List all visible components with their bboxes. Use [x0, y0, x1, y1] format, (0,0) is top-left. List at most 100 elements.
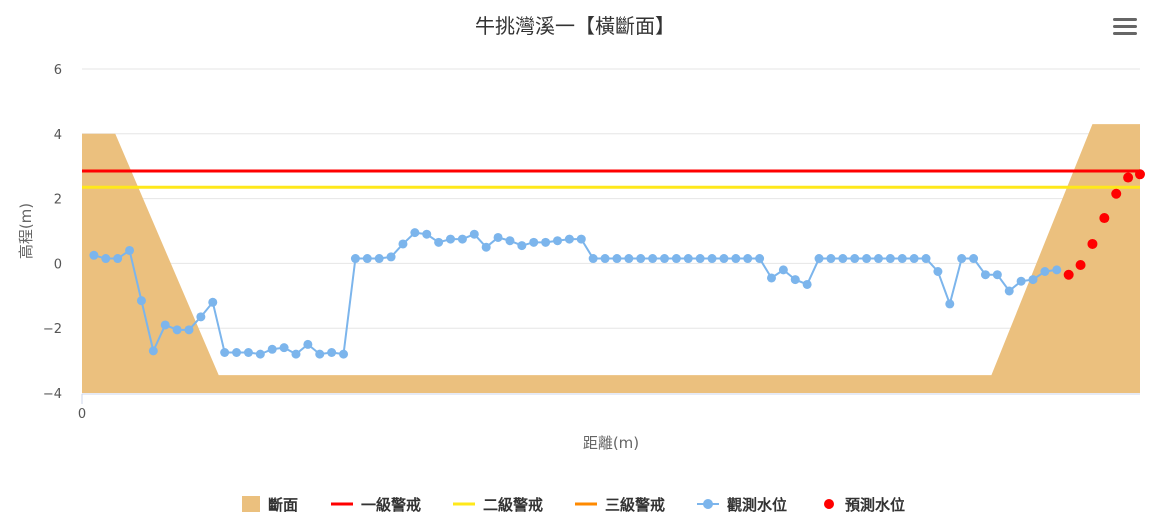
- forecast-point: [1111, 188, 1122, 199]
- observed-point: [969, 254, 979, 264]
- observed-point: [315, 349, 325, 359]
- observed-point: [695, 254, 705, 264]
- legend: 斷面 一級警戒 二級警戒 三級警戒 觀測水位 預測水位: [242, 496, 905, 514]
- observed-point: [232, 348, 242, 357]
- y-tick-label: −4: [43, 387, 62, 402]
- observed-point: [814, 254, 824, 264]
- observed-point: [945, 299, 955, 309]
- observed-point: [255, 349, 265, 359]
- observed-point: [921, 254, 931, 264]
- observed-point: [648, 254, 658, 264]
- observed-point: [89, 250, 99, 260]
- observed-point: [1016, 276, 1026, 286]
- observed-point: [873, 254, 883, 264]
- legend-symbol: [824, 499, 834, 509]
- legend-item-5[interactable]: 觀測水位: [697, 496, 787, 514]
- y-axis-title: 高程(m): [17, 203, 35, 259]
- observed-point: [529, 237, 539, 247]
- observed-point: [160, 320, 170, 330]
- legend-label: 二級警戒: [483, 496, 543, 514]
- section-area: [82, 124, 1140, 393]
- observed-point: [1028, 275, 1038, 285]
- y-tick-label: 2: [54, 193, 62, 208]
- observed-point: [339, 349, 349, 359]
- observed-point: [957, 254, 967, 264]
- observed-point: [826, 254, 836, 264]
- observed-point: [184, 325, 194, 335]
- observed-point: [755, 254, 765, 264]
- observed-point: [101, 254, 111, 264]
- observed-point: [208, 297, 218, 307]
- y-tick-label: −2: [43, 322, 62, 337]
- observed-point: [481, 242, 491, 252]
- observed-point: [493, 232, 503, 242]
- observed-point: [636, 254, 646, 264]
- observed-point: [220, 348, 230, 357]
- observed-point: [1004, 286, 1014, 296]
- observed-point: [327, 348, 337, 357]
- chart-title: 牛挑灣溪一【橫斷面】: [475, 14, 675, 38]
- forecast-point: [1135, 169, 1145, 180]
- forecast-point: [1075, 260, 1086, 271]
- legend-marker: [703, 499, 713, 509]
- observed-point: [802, 279, 812, 289]
- observed-point: [541, 237, 551, 247]
- legend-item-6[interactable]: 預測水位: [824, 496, 905, 514]
- observed-point: [469, 229, 479, 239]
- legend-label: 斷面: [268, 496, 298, 514]
- observed-point: [576, 234, 586, 244]
- legend-label: 觀測水位: [727, 496, 787, 514]
- observed-point: [243, 348, 253, 357]
- observed-point: [113, 254, 123, 264]
- observed-point: [671, 254, 681, 264]
- observed-point: [434, 237, 444, 247]
- observed-point: [505, 236, 515, 246]
- hamburger-menu-icon[interactable]: [1113, 18, 1137, 38]
- observed-point: [564, 234, 574, 244]
- observed-point: [196, 312, 206, 322]
- observed-point: [386, 252, 396, 262]
- observed-point: [659, 254, 669, 264]
- legend-item-4[interactable]: 三級警戒: [575, 496, 665, 514]
- observed-point: [933, 267, 943, 276]
- observed-point: [303, 339, 313, 349]
- legend-label: 預測水位: [845, 496, 905, 514]
- legend-label: 一級警戒: [361, 496, 421, 514]
- observed-point: [350, 254, 360, 264]
- observed-point: [517, 241, 527, 251]
- observed-point: [862, 254, 872, 264]
- observed-point: [410, 228, 420, 238]
- observed-point: [612, 254, 622, 264]
- observed-point: [291, 349, 301, 359]
- legend-item-2[interactable]: 一級警戒: [331, 496, 421, 514]
- legend-item-1[interactable]: 斷面: [242, 496, 298, 514]
- forecast-point: [1123, 172, 1134, 183]
- legend-item-3[interactable]: 二級警戒: [453, 496, 543, 514]
- observed-point: [1052, 265, 1062, 275]
- observed-point: [279, 343, 289, 353]
- observed-point: [719, 254, 729, 264]
- observed-point: [909, 254, 919, 264]
- observed-point: [457, 234, 467, 244]
- observed-level-line: [93, 231, 1057, 356]
- observed-point: [446, 234, 456, 244]
- observed-point: [992, 270, 1002, 280]
- observed-point: [422, 229, 432, 239]
- x-tick-label: 0: [78, 407, 86, 422]
- observed-point: [362, 254, 372, 264]
- observed-point: [553, 236, 563, 246]
- observed-point: [707, 254, 717, 264]
- observed-point: [600, 254, 610, 264]
- forecast-point: [1087, 238, 1098, 249]
- legend-symbol: [242, 496, 260, 512]
- observed-point: [766, 273, 776, 283]
- y-tick-label: 6: [54, 63, 62, 78]
- observed-point: [731, 254, 741, 264]
- observed-point: [398, 239, 408, 249]
- observed-point: [980, 270, 990, 280]
- observed-point: [743, 254, 753, 264]
- forecast-point: [1099, 213, 1110, 224]
- observed-point: [850, 254, 860, 264]
- observed-point: [267, 344, 277, 354]
